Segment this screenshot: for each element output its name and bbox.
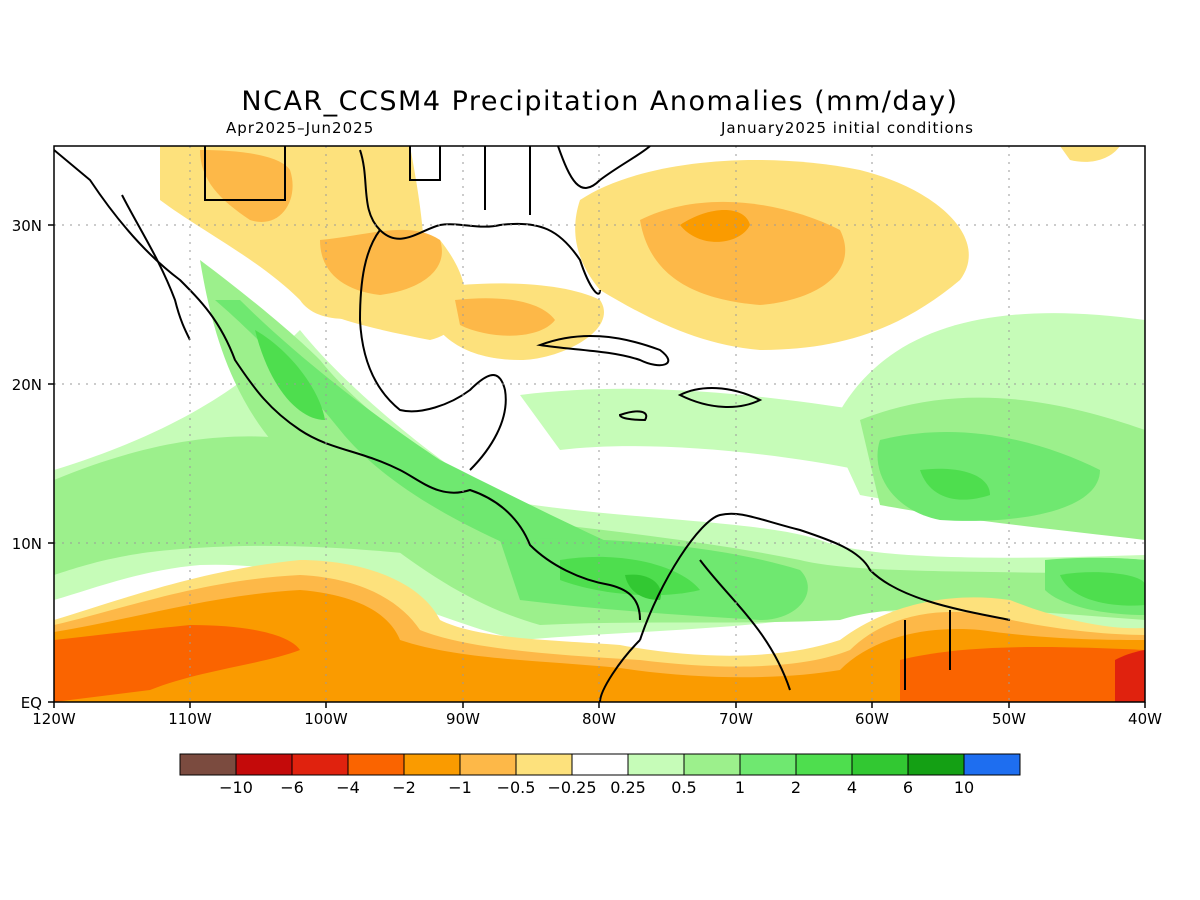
colorbar-swatch — [683, 753, 741, 776]
colorbar-swatch — [291, 753, 349, 776]
lon-label: 50W — [992, 710, 1026, 728]
wet-band-strong — [215, 300, 660, 567]
colorbar-label: 1 — [735, 778, 745, 797]
lon-label: 120W — [32, 710, 76, 728]
colorbar-label: 0.5 — [671, 778, 696, 797]
colorbar-swatch — [795, 753, 853, 776]
lon-label: 80W — [582, 710, 616, 728]
coastlines — [54, 146, 1011, 702]
colorbar-label: 6 — [903, 778, 913, 797]
lon-label: 70W — [719, 710, 753, 728]
colorbar-label: −0.25 — [547, 778, 596, 797]
lat-label: 20N — [12, 376, 42, 394]
lon-label: 100W — [304, 710, 348, 728]
colorbar-swatch — [459, 753, 517, 776]
colorbar-label: −4 — [336, 778, 360, 797]
colorbar-label: −2 — [392, 778, 416, 797]
forecast-period: Apr2025–Jun2025 — [226, 119, 375, 137]
colorbar-label: −6 — [280, 778, 304, 797]
colorbar — [179, 753, 1021, 776]
colorbar-labels: −10 −6 −4 −2 −1 −0.5 −0.25 0.25 0.5 1 2 4 6 10 — [219, 778, 974, 797]
lon-label: 40W — [1128, 710, 1162, 728]
lon-labels: 120W 110W 100W 90W 80W 70W 60W 50W 40W — [32, 710, 1162, 728]
colorbar-label: −1 — [448, 778, 472, 797]
colorbar-label: −0.5 — [497, 778, 536, 797]
map-title: NCAR_CCSM4 Precipitation Anomalies (mm/d… — [241, 86, 959, 117]
colorbar-swatch — [179, 753, 237, 776]
axis-ticks — [48, 224, 1146, 708]
lon-label: 90W — [446, 710, 480, 728]
lat-labels: EQ 10N 20N 30N — [12, 217, 42, 712]
initial-conditions: January2025 initial conditions — [721, 119, 974, 137]
colorbar-label: 4 — [847, 778, 857, 797]
colorbar-swatch — [851, 753, 909, 776]
colorbar-swatch — [347, 753, 405, 776]
colorbar-label: 10 — [954, 778, 974, 797]
colorbar-swatch — [739, 753, 797, 776]
colorbar-swatch — [403, 753, 461, 776]
colorbar-swatch — [515, 753, 573, 776]
colorbar-swatch — [907, 753, 965, 776]
lat-label: EQ — [21, 694, 42, 712]
colorbar-swatch — [963, 753, 1021, 776]
lon-label: 60W — [855, 710, 889, 728]
colorbar-label: 2 — [791, 778, 801, 797]
colorbar-label: 0.25 — [610, 778, 646, 797]
lat-label: 30N — [12, 217, 42, 235]
colorbar-swatch — [627, 753, 685, 776]
colorbar-swatch — [235, 753, 293, 776]
colorbar-label: −10 — [219, 778, 253, 797]
graticule — [54, 146, 1145, 702]
lat-label: 10N — [12, 535, 42, 553]
colorbar-swatch — [571, 753, 629, 776]
lon-label: 110W — [168, 710, 212, 728]
